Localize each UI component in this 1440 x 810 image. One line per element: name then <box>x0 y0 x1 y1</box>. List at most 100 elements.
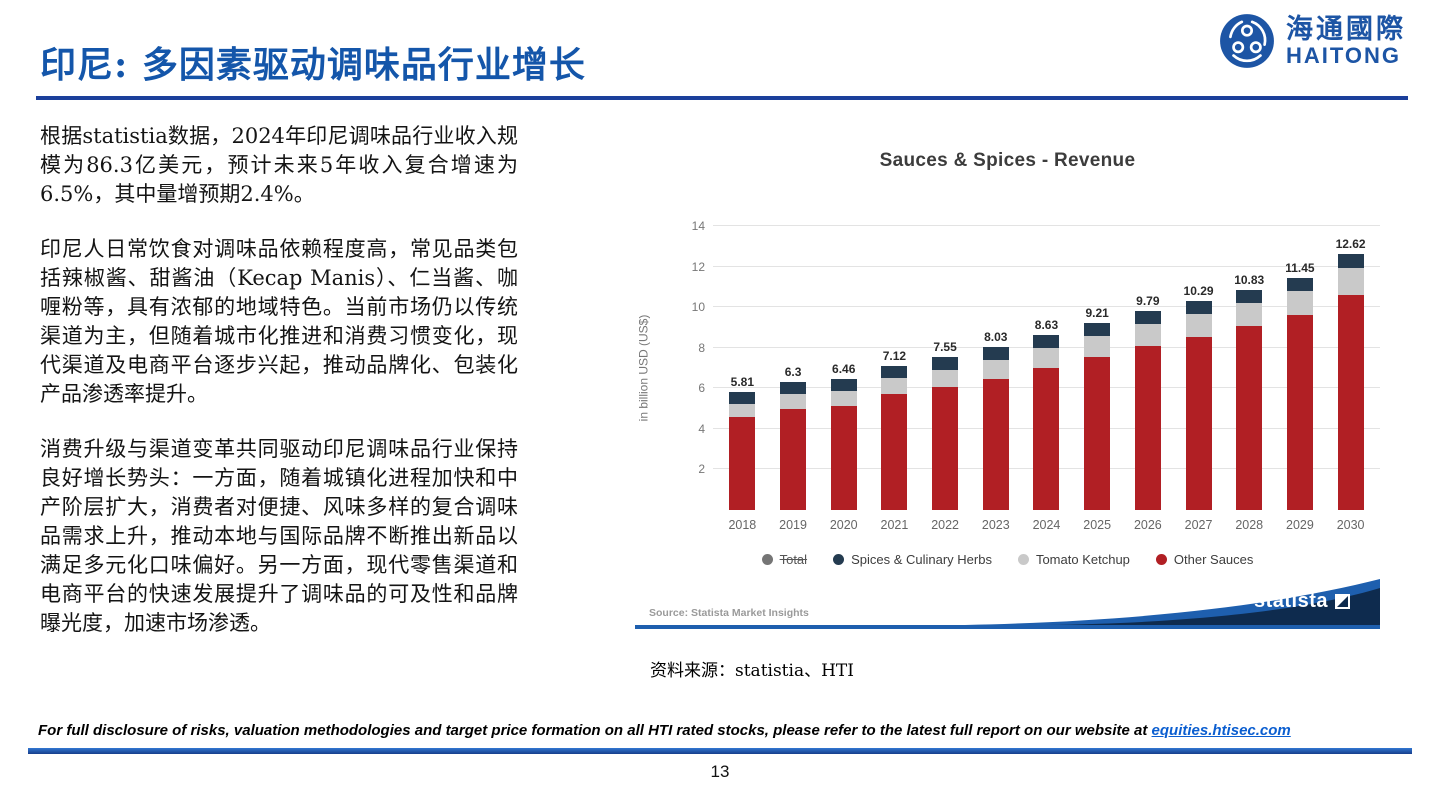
x-tick-label: 2026 <box>1133 518 1162 532</box>
stacked-bar <box>881 365 908 510</box>
bar-2026: 9.79 <box>1123 294 1174 510</box>
bar-segment-other-sauces <box>729 416 756 510</box>
bar-segment-tomato-ketchup <box>729 403 756 417</box>
bar-total-label: 9.79 <box>1136 294 1160 309</box>
bar-segment-other-sauces <box>1337 295 1364 510</box>
chart-panel: Sauces & Spices - Revenue in billion USD… <box>635 150 1380 629</box>
bar-segment-other-sauces <box>1084 356 1111 510</box>
disclosure-text: For full disclosure of risks, valuation … <box>38 722 1406 739</box>
x-tick-label: 2025 <box>1083 518 1112 532</box>
bar-2030: 12.62 <box>1325 237 1376 510</box>
x-tick-label: 2030 <box>1336 518 1365 532</box>
footer-link[interactable]: equities.htisec.com <box>1151 722 1291 739</box>
bar-2018: 5.81 <box>717 375 768 510</box>
bar-total-label: 10.83 <box>1234 273 1265 288</box>
bar-total-label: 11.45 <box>1285 260 1315 275</box>
bar-segment-other-sauces <box>830 406 857 510</box>
bar-segment-tomato-ketchup <box>1134 323 1161 346</box>
bar-segment-spices-culinary-herbs <box>1185 301 1212 314</box>
y-tick-label: 14 <box>691 219 705 233</box>
legend-label: Tomato Ketchup <box>1035 552 1130 567</box>
bar-segment-other-sauces <box>932 387 959 510</box>
bar-segment-tomato-ketchup <box>932 369 959 388</box>
x-tick-label: 2020 <box>829 518 858 532</box>
legend-label: Other Sauces <box>1173 552 1254 567</box>
logo-text: 海通國際 HAITONG <box>1286 13 1406 68</box>
legend-label: Spices & Culinary Herbs <box>851 552 992 567</box>
y-axis-title: in billion USD (US$) <box>635 226 651 510</box>
bar-segment-spices-culinary-herbs <box>780 382 807 395</box>
x-tick-label: 2029 <box>1286 518 1314 532</box>
bar-2023: 8.03 <box>970 330 1021 510</box>
bar-segment-spices-culinary-herbs <box>1286 277 1313 292</box>
bar-segment-tomato-ketchup <box>1236 303 1263 327</box>
statista-logo: statista <box>1254 590 1350 613</box>
bar-total-label: 8.03 <box>984 330 1008 345</box>
logo-text-en: HAITONG <box>1286 42 1402 68</box>
bar-segment-spices-culinary-herbs <box>1084 323 1111 336</box>
bar-total-label: 7.55 <box>933 339 957 354</box>
y-tick-label: 6 <box>698 381 705 396</box>
bar-segment-other-sauces <box>982 379 1009 510</box>
bar-segment-tomato-ketchup <box>1033 347 1060 368</box>
bar-segment-other-sauces <box>881 394 908 510</box>
stacked-bar <box>1084 323 1111 510</box>
haitong-logo-icon <box>1220 14 1274 68</box>
bar-total-label: 6.46 <box>832 361 856 376</box>
x-tick-label: 2028 <box>1235 518 1264 532</box>
legend-dot-icon <box>1017 554 1029 565</box>
bar-total-label: 8.63 <box>1034 317 1059 332</box>
bar-2024: 8.63 <box>1021 318 1072 510</box>
paragraph-3: 消费升级与渠道变革共同驱动印尼调味品行业保持良好增长势头：一方面，随着城镇化进程… <box>40 436 518 635</box>
body-text: 根据statistia数据，2024年印尼调味品行业收入规模为86.3亿美元，预… <box>40 122 518 664</box>
bar-segment-other-sauces <box>1134 345 1161 510</box>
statista-band: Source: Statista Market Insights statist… <box>635 579 1380 625</box>
stacked-bar <box>1236 290 1263 510</box>
bar-2022: 7.55 <box>920 340 971 510</box>
bar-segment-tomato-ketchup <box>780 394 807 409</box>
x-tick-label: 2021 <box>880 518 909 532</box>
bar-segment-other-sauces <box>1286 315 1313 510</box>
y-tick-label: 12 <box>691 259 705 274</box>
bar-2028: 10.83 <box>1224 273 1275 510</box>
bar-segment-other-sauces <box>1236 326 1263 510</box>
legend-dot-icon <box>833 554 845 565</box>
legend-item-total: Total <box>761 552 807 567</box>
bar-total-label: 5.81 <box>730 375 755 390</box>
legend-item-spices-culinary-herbs: Spices & Culinary Herbs <box>833 552 992 567</box>
statista-wave-graphic <box>965 579 1380 625</box>
bar-2019: 6.3 <box>768 365 819 510</box>
bar-segment-tomato-ketchup <box>881 378 908 395</box>
stacked-bar <box>780 382 807 510</box>
bar-segment-other-sauces <box>1185 336 1212 510</box>
logo-text-cn: 海通國際 <box>1286 13 1406 44</box>
bar-segment-tomato-ketchup <box>982 360 1009 380</box>
x-tick-label: 2019 <box>779 518 807 532</box>
statista-logo-text: statista <box>1253 590 1328 612</box>
bar-segment-tomato-ketchup <box>830 391 857 407</box>
source-note: 资料来源：statistia、HTI <box>650 661 854 681</box>
stacked-bar <box>1185 301 1212 510</box>
stacked-bar <box>830 378 857 510</box>
footer-divider <box>28 748 1412 754</box>
bar-segment-spices-culinary-herbs <box>932 356 959 370</box>
gridline <box>713 265 1380 267</box>
gridline <box>713 225 1380 226</box>
bar-total-label: 6.3 <box>784 365 802 380</box>
bar-segment-spices-culinary-herbs <box>1134 311 1161 324</box>
x-tick-label: 2023 <box>981 518 1010 532</box>
y-tick-label: 10 <box>691 300 705 315</box>
disclosure-text-body: For full disclosure of risks, valuation … <box>38 722 1152 739</box>
stacked-bar <box>1033 334 1060 510</box>
legend-item-other-sauces: Other Sauces <box>1155 552 1254 567</box>
bar-total-label: 9.21 <box>1085 306 1109 321</box>
y-axis-title-text: in billion USD (US$) <box>636 314 651 422</box>
bar-2029: 11.45 <box>1275 261 1326 510</box>
bar-segment-tomato-ketchup <box>1185 313 1212 337</box>
haitong-logo: 海通國際 HAITONG <box>1218 12 1406 70</box>
legend-dot-icon <box>761 554 773 565</box>
bar-segment-spices-culinary-herbs <box>830 378 857 392</box>
bar-total-label: 12.62 <box>1335 237 1366 252</box>
x-tick-label: 2024 <box>1032 518 1061 532</box>
